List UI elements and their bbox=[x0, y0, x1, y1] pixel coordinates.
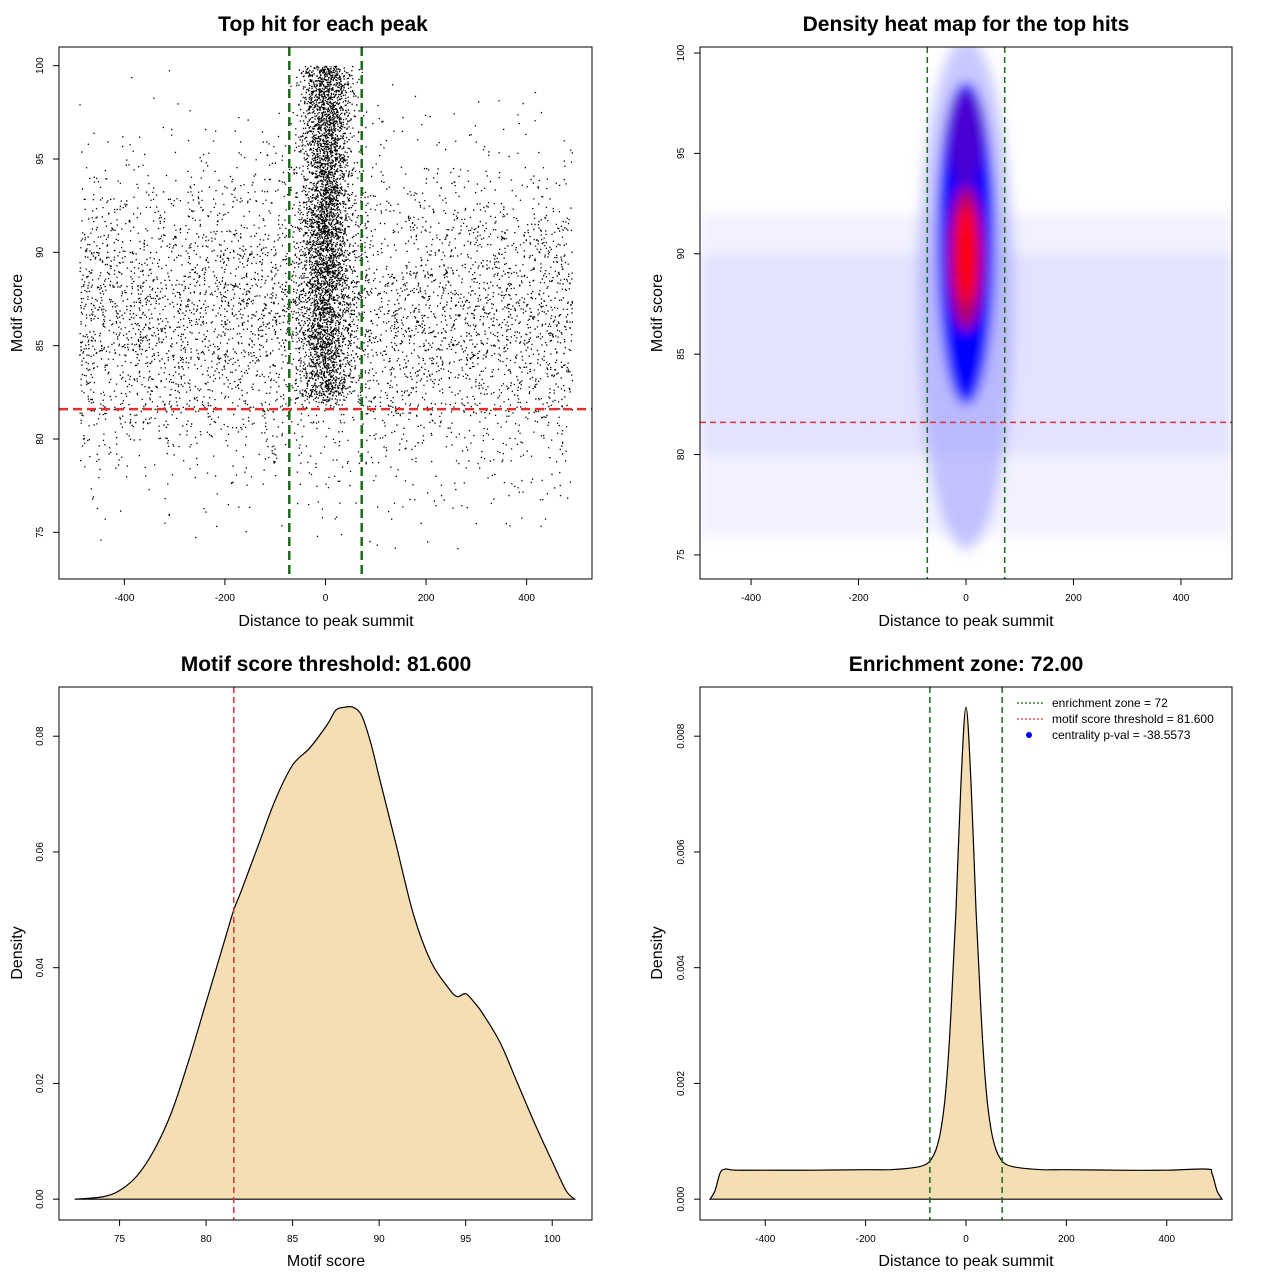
heat-core-red bbox=[955, 203, 977, 304]
legend-pval-point bbox=[1026, 732, 1032, 738]
p2-ytick-label: 100 bbox=[676, 44, 687, 61]
panel4-xlabel: Distance to peak summit bbox=[878, 1253, 1054, 1270]
p2-x-ticks: -400 -200 0 200 400 bbox=[741, 578, 1190, 604]
legend-threshold-label: motif score threshold = 81.600 bbox=[1052, 712, 1214, 726]
panel1-title: Top hit for each peak bbox=[218, 13, 428, 36]
scatter-point-cloud bbox=[79, 65, 574, 550]
p2-ytick-label: 85 bbox=[676, 348, 687, 360]
score-density-area bbox=[74, 705, 577, 1200]
p2-xtick-label: 400 bbox=[1173, 593, 1190, 604]
p1-ytick-label: 100 bbox=[35, 57, 46, 74]
p4-xtick-label: -400 bbox=[755, 1234, 775, 1245]
p1-xtick-label: 400 bbox=[518, 593, 535, 604]
p1-x-ticks: -400 -200 0 200 400 bbox=[114, 578, 535, 604]
panel-score-density: Motif score threshold: 81.600 75 80 85 90 95… bbox=[9, 653, 593, 1270]
p1-ytick-label: 85 bbox=[35, 340, 46, 352]
legend: enrichment zone = 72 motif score thresho… bbox=[1017, 696, 1214, 742]
p3-ytick-label: 0.02 bbox=[35, 1073, 46, 1093]
panel2-title: Density heat map for the top hits bbox=[803, 13, 1130, 36]
p3-ytick-label: 0.06 bbox=[35, 842, 46, 862]
p3-xtick-label: 90 bbox=[374, 1234, 386, 1245]
p4-ytick-label: 0.000 bbox=[676, 1186, 687, 1211]
p3-x-ticks: 75 80 85 90 95 100 bbox=[114, 1219, 561, 1245]
p1-xtick-label: 200 bbox=[418, 593, 435, 604]
panel3-xlabel: Motif score bbox=[287, 1253, 365, 1270]
p2-ytick-label: 75 bbox=[676, 549, 687, 561]
panel2-xlabel: Distance to peak summit bbox=[878, 613, 1054, 630]
panel4-ylabel: Density bbox=[649, 926, 666, 979]
p2-xtick-label: 200 bbox=[1065, 593, 1082, 604]
panel-distance-density: Enrichment zone: 72.00 -400 -200 0 200 400 0… bbox=[649, 653, 1233, 1270]
p4-xtick-label: 400 bbox=[1158, 1234, 1175, 1245]
heat-upper-knot bbox=[948, 89, 984, 186]
p1-xtick-label: 0 bbox=[323, 593, 329, 604]
panel4-title: Enrichment zone: 72.00 bbox=[849, 653, 1084, 676]
p3-xtick-label: 95 bbox=[460, 1234, 472, 1245]
p4-xtick-label: 0 bbox=[963, 1234, 969, 1245]
p3-xtick-label: 85 bbox=[287, 1234, 299, 1245]
p3-xtick-label: 100 bbox=[544, 1234, 561, 1245]
p3-xtick-label: 80 bbox=[201, 1234, 213, 1245]
p4-xtick-label: 200 bbox=[1058, 1234, 1075, 1245]
p2-xtick-label: 0 bbox=[963, 593, 969, 604]
p4-ytick-label: 0.002 bbox=[676, 1070, 687, 1095]
panel-heatmap: Density heat map for the top hits -400 -2… bbox=[649, 13, 1233, 630]
p4-x-ticks: -400 -200 0 200 400 bbox=[755, 1219, 1176, 1245]
p1-ytick-label: 80 bbox=[35, 433, 46, 445]
p2-ytick-label: 90 bbox=[676, 248, 687, 260]
p4-y-ticks: 0.000 0.002 0.004 0.006 0.008 bbox=[676, 723, 701, 1212]
p1-ytick-label: 75 bbox=[35, 526, 46, 538]
legend-pval-label: centrality p-val = -38.5573 bbox=[1052, 728, 1191, 742]
panel1-ylabel: Motif score bbox=[9, 274, 26, 352]
p3-xtick-label: 75 bbox=[114, 1234, 126, 1245]
p1-xtick-label: -400 bbox=[114, 593, 134, 604]
p2-ytick-label: 80 bbox=[676, 449, 687, 461]
p2-xtick-label: -400 bbox=[741, 593, 761, 604]
heatmap-area bbox=[700, 47, 1232, 579]
distance-density-area bbox=[708, 706, 1224, 1200]
heatmap-density bbox=[700, 47, 1232, 550]
p2-ytick-label: 95 bbox=[676, 147, 687, 159]
p1-ytick-label: 95 bbox=[35, 153, 46, 165]
panel3-ylabel: Density bbox=[9, 926, 26, 979]
p3-y-ticks: 0.00 0.02 0.04 0.06 0.08 bbox=[35, 726, 60, 1209]
p3-ytick-label: 0.00 bbox=[35, 1189, 46, 1209]
panel-scatter: Top hit for each peak -400 -200 0 200 400 75… bbox=[9, 13, 593, 630]
panel2-ylabel: Motif score bbox=[649, 274, 666, 352]
p1-ytick-label: 90 bbox=[35, 246, 46, 258]
legend-zone-label: enrichment zone = 72 bbox=[1052, 696, 1168, 710]
p2-y-ticks: 75 80 85 90 95 100 bbox=[676, 44, 701, 561]
p1-xtick-label: -200 bbox=[215, 593, 235, 604]
p4-ytick-label: 0.008 bbox=[676, 723, 687, 748]
p4-ytick-label: 0.006 bbox=[676, 839, 687, 864]
p2-xtick-label: -200 bbox=[849, 593, 869, 604]
panel1-xlabel: Distance to peak summit bbox=[238, 613, 414, 630]
p4-ytick-label: 0.004 bbox=[676, 955, 687, 980]
p3-ytick-label: 0.08 bbox=[35, 726, 46, 746]
panel3-title: Motif score threshold: 81.600 bbox=[181, 653, 472, 676]
p4-xtick-label: -200 bbox=[856, 1234, 876, 1245]
scatter-points bbox=[79, 65, 574, 550]
p3-ytick-label: 0.04 bbox=[35, 958, 46, 978]
p1-y-ticks: 75 80 85 90 95 100 bbox=[35, 57, 60, 538]
